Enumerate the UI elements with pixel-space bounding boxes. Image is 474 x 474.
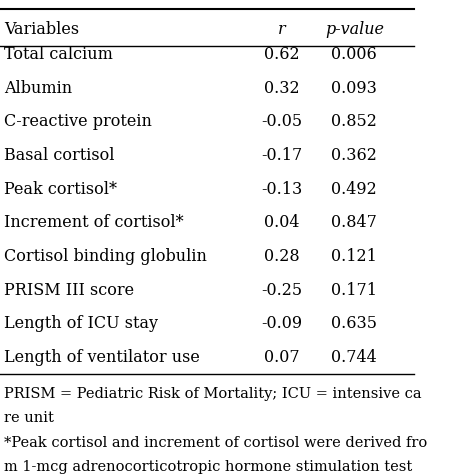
Text: p-value: p-value — [325, 21, 384, 38]
Text: C-reactive protein: C-reactive protein — [4, 113, 152, 130]
Text: 0.28: 0.28 — [264, 248, 300, 265]
Text: 0.32: 0.32 — [264, 80, 300, 97]
Text: Increment of cortisol*: Increment of cortisol* — [4, 214, 184, 231]
Text: 0.847: 0.847 — [331, 214, 377, 231]
Text: m 1-mcg adrenocorticotropic hormone stimulation test: m 1-mcg adrenocorticotropic hormone stim… — [4, 460, 412, 474]
Text: 0.07: 0.07 — [264, 349, 300, 366]
Text: Length of ventilator use: Length of ventilator use — [4, 349, 200, 366]
Text: 0.362: 0.362 — [331, 147, 377, 164]
Text: Albumin: Albumin — [4, 80, 72, 97]
Text: Basal cortisol: Basal cortisol — [4, 147, 115, 164]
Text: -0.17: -0.17 — [261, 147, 302, 164]
Text: r: r — [278, 21, 286, 38]
Text: 0.093: 0.093 — [331, 80, 377, 97]
Text: 0.121: 0.121 — [331, 248, 377, 265]
Text: Peak cortisol*: Peak cortisol* — [4, 181, 117, 198]
Text: 0.171: 0.171 — [331, 282, 377, 299]
Text: 0.62: 0.62 — [264, 46, 300, 63]
Text: 0.04: 0.04 — [264, 214, 300, 231]
Text: PRISM = Pediatric Risk of Mortality; ICU = intensive ca: PRISM = Pediatric Risk of Mortality; ICU… — [4, 387, 422, 401]
Text: -0.09: -0.09 — [261, 315, 302, 332]
Text: Length of ICU stay: Length of ICU stay — [4, 315, 158, 332]
Text: Cortisol binding globulin: Cortisol binding globulin — [4, 248, 207, 265]
Text: re unit: re unit — [4, 411, 54, 425]
Text: -0.05: -0.05 — [261, 113, 302, 130]
Text: Variables: Variables — [4, 21, 79, 38]
Text: 0.006: 0.006 — [331, 46, 377, 63]
Text: Total calcium: Total calcium — [4, 46, 113, 63]
Text: -0.13: -0.13 — [261, 181, 302, 198]
Text: 0.492: 0.492 — [331, 181, 377, 198]
Text: -0.25: -0.25 — [261, 282, 302, 299]
Text: PRISM III score: PRISM III score — [4, 282, 134, 299]
Text: 0.635: 0.635 — [331, 315, 377, 332]
Text: *Peak cortisol and increment of cortisol were derived fro: *Peak cortisol and increment of cortisol… — [4, 436, 428, 450]
Text: 0.852: 0.852 — [331, 113, 377, 130]
Text: 0.744: 0.744 — [331, 349, 377, 366]
